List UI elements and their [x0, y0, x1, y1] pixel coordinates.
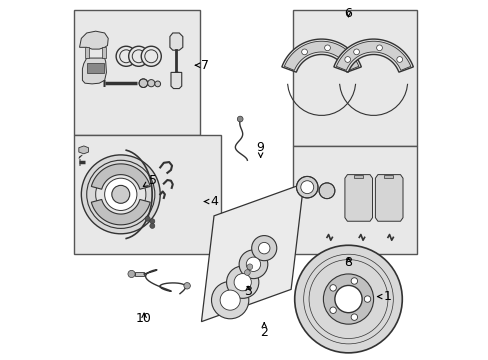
- Circle shape: [246, 257, 260, 271]
- Polygon shape: [336, 41, 410, 70]
- Circle shape: [149, 224, 155, 228]
- Circle shape: [353, 49, 359, 55]
- Circle shape: [226, 266, 258, 298]
- Bar: [292, 10, 416, 146]
- Circle shape: [251, 235, 276, 261]
- Text: 5: 5: [143, 174, 157, 186]
- Circle shape: [234, 274, 251, 291]
- Polygon shape: [201, 184, 303, 321]
- Circle shape: [239, 250, 267, 279]
- Circle shape: [350, 278, 357, 284]
- Circle shape: [324, 45, 330, 51]
- Circle shape: [145, 216, 150, 221]
- Circle shape: [258, 242, 269, 254]
- Circle shape: [334, 285, 362, 313]
- Polygon shape: [91, 164, 150, 189]
- Polygon shape: [344, 175, 372, 221]
- Bar: [74, 10, 199, 135]
- Circle shape: [183, 283, 190, 289]
- Polygon shape: [375, 175, 402, 221]
- Circle shape: [323, 274, 373, 324]
- Circle shape: [301, 49, 307, 55]
- Circle shape: [329, 307, 336, 314]
- Circle shape: [237, 116, 243, 122]
- Text: 10: 10: [136, 311, 152, 325]
- Circle shape: [211, 282, 248, 319]
- Bar: [384, 175, 392, 178]
- Polygon shape: [82, 58, 106, 84]
- Circle shape: [300, 181, 313, 194]
- Circle shape: [128, 46, 148, 66]
- Polygon shape: [281, 39, 361, 72]
- Circle shape: [96, 169, 145, 220]
- Bar: [87, 63, 104, 73]
- Circle shape: [155, 81, 160, 87]
- Circle shape: [149, 219, 155, 224]
- Bar: [353, 175, 362, 178]
- Polygon shape: [169, 33, 183, 50]
- Circle shape: [246, 264, 252, 270]
- Circle shape: [364, 296, 370, 302]
- Text: 4: 4: [204, 195, 218, 208]
- Polygon shape: [333, 39, 412, 72]
- Circle shape: [344, 57, 350, 62]
- Circle shape: [319, 183, 334, 199]
- Text: 2: 2: [260, 323, 267, 339]
- Text: 8: 8: [344, 256, 352, 269]
- Text: 9: 9: [256, 141, 264, 157]
- Circle shape: [350, 314, 357, 320]
- Circle shape: [104, 178, 137, 211]
- Circle shape: [294, 245, 402, 353]
- Polygon shape: [135, 272, 144, 276]
- Polygon shape: [79, 146, 88, 154]
- Circle shape: [296, 176, 317, 198]
- Circle shape: [81, 155, 160, 234]
- Circle shape: [116, 46, 136, 66]
- Polygon shape: [171, 72, 182, 89]
- Circle shape: [147, 80, 155, 87]
- Text: 6: 6: [344, 7, 352, 20]
- Circle shape: [139, 79, 147, 87]
- Circle shape: [112, 185, 129, 203]
- Circle shape: [376, 45, 382, 51]
- Text: 7: 7: [195, 59, 209, 72]
- Polygon shape: [91, 199, 150, 225]
- Polygon shape: [284, 41, 358, 70]
- Circle shape: [396, 57, 402, 62]
- Polygon shape: [79, 155, 82, 158]
- Polygon shape: [85, 47, 88, 58]
- Circle shape: [244, 270, 250, 275]
- Circle shape: [141, 46, 161, 66]
- Bar: [74, 135, 221, 253]
- Polygon shape: [102, 47, 105, 58]
- Bar: [292, 146, 416, 253]
- Polygon shape: [80, 31, 108, 49]
- Text: 3: 3: [244, 285, 251, 298]
- Text: 1: 1: [377, 290, 391, 303]
- Circle shape: [220, 290, 240, 310]
- Circle shape: [329, 285, 336, 291]
- Circle shape: [128, 270, 135, 278]
